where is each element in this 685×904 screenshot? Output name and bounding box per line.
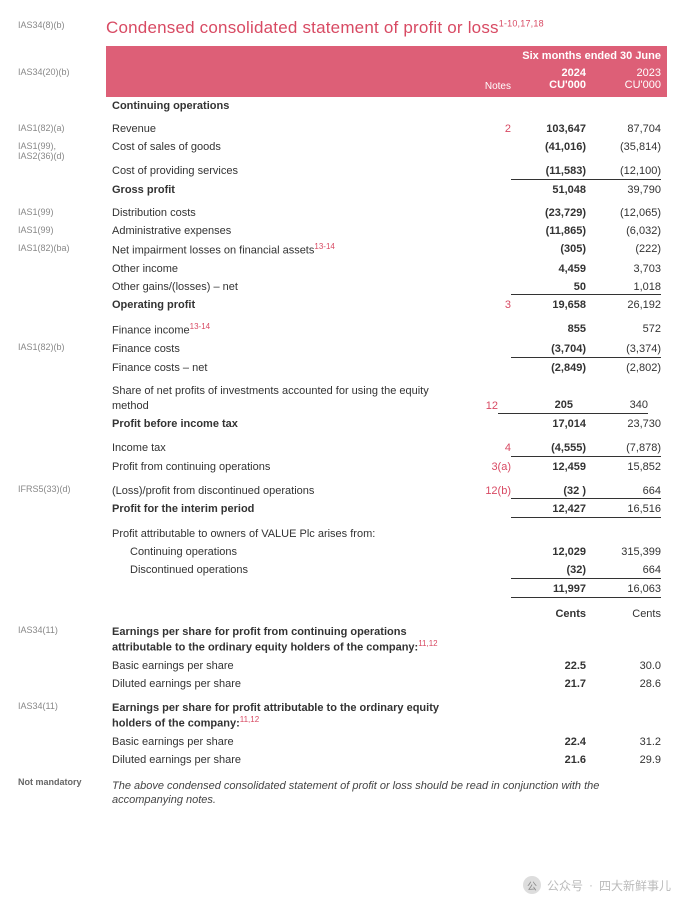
watermark-text2: 四大新鲜事儿 bbox=[599, 877, 671, 894]
ref-title: IAS34(8)(b) bbox=[18, 18, 106, 31]
row-attrib-cont: Continuing operations12,029315,399 bbox=[106, 544, 667, 562]
row-tax: Income tax4(4,555)(7,878) bbox=[106, 439, 667, 458]
ref-admin: IAS1(99) bbox=[18, 223, 106, 236]
section-continuing-ops: Continuing operations bbox=[106, 97, 667, 115]
ref-eps1: IAS34(11) bbox=[18, 623, 106, 636]
row-profit-continuing: Profit from continuing operations3(a)12,… bbox=[106, 458, 667, 476]
row-gross-profit: Gross profit51,04839,790 bbox=[106, 181, 667, 199]
row-operating-profit: Operating profit319,65826,192 bbox=[106, 297, 667, 315]
col-2024: 2024CU'000 bbox=[511, 67, 586, 92]
wechat-icon: 公 bbox=[523, 876, 541, 894]
row-deps2: Diluted earnings per share21.629.9 bbox=[106, 751, 667, 769]
column-headers: Notes 2024CU'000 2023CU'000 bbox=[106, 65, 667, 97]
ref-revenue: IAS1(82)(a) bbox=[18, 121, 106, 134]
row-fin-costs: Finance costs(3,704)(3,374) bbox=[106, 340, 667, 359]
row-discontinued: (Loss)/profit from discontinued operatio… bbox=[106, 482, 667, 501]
ref-footnote: Not mandatory bbox=[18, 775, 106, 788]
ref-impair: IAS1(82)(ba) bbox=[18, 241, 106, 254]
ref-header: IAS34(20)(b) bbox=[18, 65, 106, 78]
row-beps1: Basic earnings per share22.530.0 bbox=[106, 657, 667, 675]
row-share-equity: Share of net profits of investments acco… bbox=[106, 383, 667, 416]
title-sup: 1-10,17,18 bbox=[499, 18, 544, 28]
row-beps2: Basic earnings per share22.431.2 bbox=[106, 733, 667, 751]
row-revenue: Revenue2103,64787,704 bbox=[106, 121, 667, 139]
watermark: 公 公众号 · 四大新鲜事儿 bbox=[523, 876, 671, 894]
row-cost-services: Cost of providing services(11,583)(12,10… bbox=[106, 162, 667, 181]
row-cents-header: CentsCents bbox=[106, 605, 667, 623]
row-dist: Distribution costs(23,729)(12,065) bbox=[106, 205, 667, 223]
row-cogs: Cost of sales of goods(41,016)(35,814) bbox=[106, 139, 667, 157]
row-fin-income: Finance income13-14855572 bbox=[106, 321, 667, 341]
ref-cogs: IAS1(99), IAS2(36)(d) bbox=[18, 139, 106, 163]
row-profit-interim: Profit for the interim period12,42716,51… bbox=[106, 501, 667, 520]
ref-eps2: IAS34(11) bbox=[18, 699, 106, 712]
ref-fin: IAS1(82)(b) bbox=[18, 340, 106, 353]
col-2023: 2023CU'000 bbox=[586, 67, 661, 92]
title-text: Condensed consolidated statement of prof… bbox=[106, 18, 499, 37]
row-other-income: Other income4,4593,703 bbox=[106, 260, 667, 278]
footnote: The above condensed consolidated stateme… bbox=[106, 775, 667, 812]
notes-header: Notes bbox=[455, 67, 511, 92]
row-attrib-disc: Discontinued operations(32)664 bbox=[106, 561, 667, 580]
header-band: Six months ended 30 June bbox=[106, 46, 667, 65]
row-eps2-header: Earnings per share for profit attributab… bbox=[106, 699, 667, 733]
row-admin: Administrative expenses(11,865)(6,032) bbox=[106, 223, 667, 241]
ref-dist: IAS1(99) bbox=[18, 205, 106, 218]
ref-disc: IFRS5(33)(d) bbox=[18, 482, 106, 495]
row-impair: Net impairment losses on financial asset… bbox=[106, 241, 667, 261]
page-title: Condensed consolidated statement of prof… bbox=[106, 18, 667, 38]
row-other-gains: Other gains/(losses) – net501,018 bbox=[106, 278, 667, 297]
row-pbt: Profit before income tax17,01423,730 bbox=[106, 416, 667, 434]
row-fin-net: Finance costs – net(2,849)(2,802) bbox=[106, 359, 667, 377]
row-attrib-total: 11,99716,063 bbox=[106, 580, 667, 599]
row-attrib-header: Profit attributable to owners of VALUE P… bbox=[106, 526, 667, 544]
watermark-text1: 公众号 bbox=[547, 877, 583, 894]
row-eps1-header: Earnings per share for profit from conti… bbox=[106, 623, 667, 657]
row-deps1: Diluted earnings per share21.728.6 bbox=[106, 675, 667, 693]
